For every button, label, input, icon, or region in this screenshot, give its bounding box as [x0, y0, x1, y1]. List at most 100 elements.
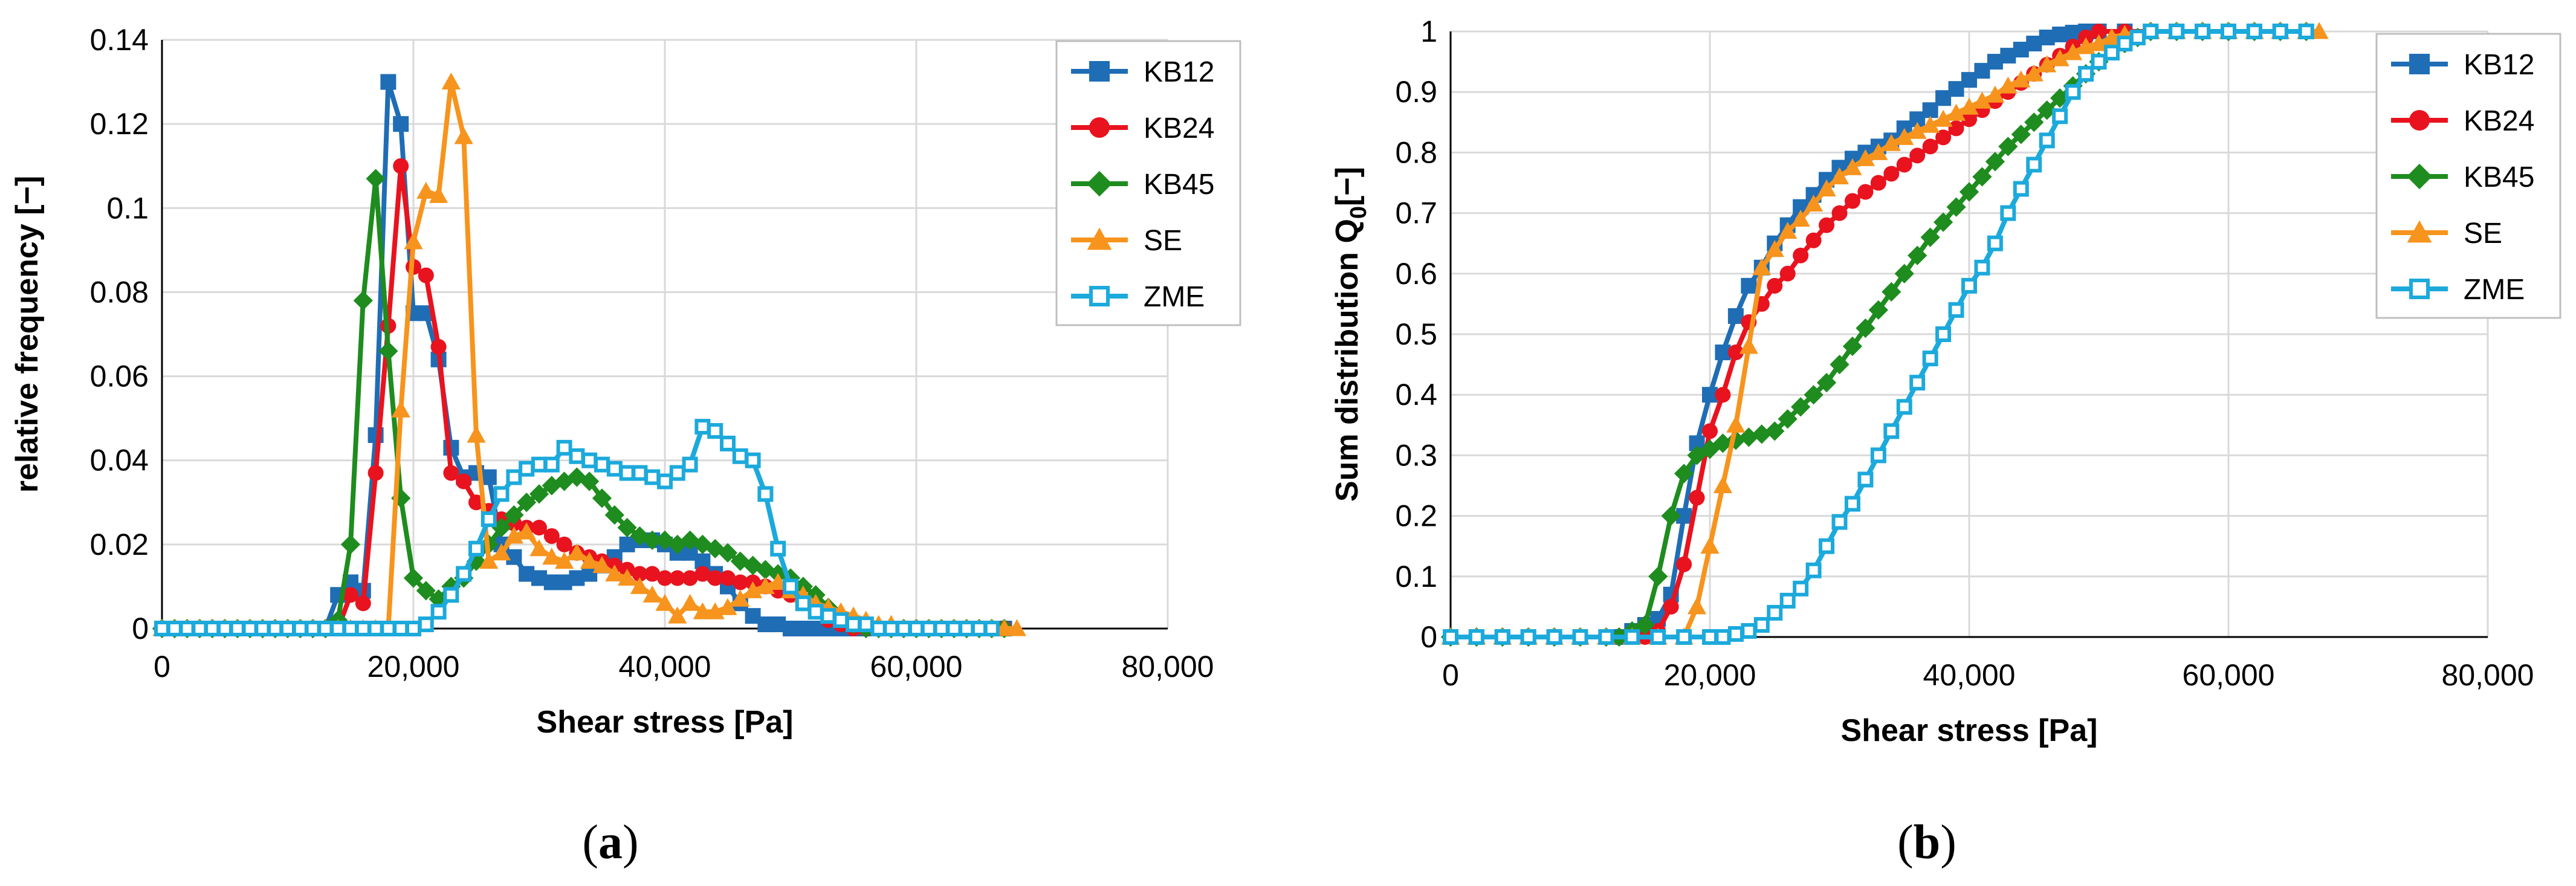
y-tick-label: 0.08 [90, 275, 149, 309]
data-point-se [1895, 128, 1914, 145]
data-point-kb45 [667, 534, 687, 554]
data-point-zme [795, 595, 811, 612]
data-point-se [1700, 537, 1720, 554]
data-point-zme [1676, 629, 1692, 645]
data-point-se [681, 593, 700, 611]
data-point-zme [506, 469, 522, 485]
data-point-kb45 [604, 505, 624, 525]
y-axis-title: relative frequency [−] [10, 176, 45, 493]
y-tick-label: 0.7 [1395, 196, 1437, 230]
series-zme [154, 419, 1000, 636]
y-tick-label: 0.4 [1395, 378, 1437, 412]
data-point-zme [757, 486, 774, 502]
data-point-se [1830, 167, 1849, 184]
data-point-zme [732, 448, 748, 464]
y-tick-label: 0.04 [90, 444, 149, 477]
data-point-se [1869, 143, 1888, 160]
data-point-zme [896, 621, 912, 636]
data-point-kb24 [393, 158, 409, 174]
data-point-zme [569, 448, 585, 464]
data-point-kb24 [657, 570, 673, 586]
data-point-zme [2272, 24, 2288, 39]
caption-letter: a [598, 816, 623, 869]
data-point-se [416, 181, 436, 199]
data-point-zme [2052, 108, 2068, 124]
data-point-se [2024, 64, 2044, 82]
series-zme [1443, 24, 2314, 645]
data-point-zme [543, 456, 560, 473]
caption-paren-close: ) [1940, 816, 1956, 869]
data-point-zme [1715, 629, 1731, 645]
data-point-zme [192, 621, 208, 636]
data-point-se [517, 522, 536, 540]
data-point-kb24 [1793, 247, 1809, 264]
data-point-zme [1961, 277, 1977, 294]
data-point-se [2063, 43, 2083, 60]
y-tick-label: 0.2 [1395, 499, 1437, 533]
y-axis-title: Sum distribution Q0[−] [1330, 167, 1371, 502]
data-point-kb24 [632, 566, 648, 582]
data-point-se [391, 400, 410, 418]
data-point-kb24 [1767, 277, 1783, 294]
data-point-kb24 [1870, 175, 1886, 191]
data-point-kb45 [780, 568, 801, 588]
legend-marker-se [1087, 227, 1112, 250]
data-point-kb45 [592, 488, 612, 508]
data-point-kb45 [1739, 427, 1759, 447]
data-point-se [1713, 476, 1733, 493]
data-point-zme [2221, 24, 2236, 39]
data-point-kb45 [2024, 112, 2044, 132]
data-point-zme [2169, 24, 2185, 39]
data-point-zme [179, 621, 195, 636]
data-point-zme [280, 621, 296, 636]
data-point-se [1791, 210, 1810, 227]
data-point-zme [367, 621, 384, 636]
data-point-se [1752, 258, 1772, 276]
y-tick-label: 0.3 [1395, 438, 1437, 472]
legend-label-kb45: KB45 [2464, 161, 2534, 193]
data-point-se [479, 552, 499, 569]
x-tick-label: 60,000 [2183, 658, 2275, 692]
data-point-kb45 [1959, 182, 1979, 202]
data-point-se [718, 598, 737, 615]
legend-label-zme: ZME [2464, 274, 2525, 306]
x-axis-title: Shear stress [Pa] [537, 705, 794, 740]
data-point-kb24 [1961, 111, 1977, 128]
data-point-kb45 [1791, 397, 1811, 417]
data-point-zme [820, 608, 837, 624]
data-point-kb24 [1922, 138, 1938, 155]
data-point-zme [1857, 471, 1874, 488]
y-tick-label: 0.6 [1395, 257, 1437, 291]
data-point-kb45 [655, 530, 675, 551]
data-point-zme [1702, 629, 1718, 645]
data-point-se [1007, 619, 1026, 636]
data-point-kb24 [1844, 193, 1860, 209]
data-point-kb24 [456, 473, 472, 490]
data-point-kb24 [343, 587, 358, 603]
data-point-zme [1883, 423, 1900, 439]
data-point-zme [1896, 399, 1912, 415]
legend-marker-se [2407, 220, 2432, 243]
data-point-kb24 [355, 595, 371, 612]
data-point-kb45 [1946, 197, 1966, 217]
data-point-kb45 [1635, 615, 1655, 635]
data-point-kb45 [1894, 264, 1914, 283]
data-point-zme [1870, 447, 1886, 464]
data-point-se [1946, 103, 1966, 121]
y-tick-label: 0.06 [90, 360, 149, 393]
data-point-kb45 [1752, 424, 1772, 444]
data-point-se [2050, 49, 2070, 66]
data-point-kb45 [1972, 167, 1992, 187]
data-point-zme [1819, 538, 1835, 554]
data-point-zme [2078, 66, 2094, 82]
legend-marker-kb12 [1089, 61, 1110, 82]
data-point-zme [2143, 24, 2159, 39]
data-point-kb24 [1935, 129, 1952, 146]
data-point-zme [2298, 24, 2314, 39]
x-axis-title: Shear stress [Pa] [1841, 713, 2098, 748]
data-point-se [1972, 91, 1992, 109]
legend-label-kb12: KB12 [1144, 56, 1214, 88]
data-point-kb45 [730, 551, 750, 571]
data-point-kb12 [393, 116, 409, 132]
